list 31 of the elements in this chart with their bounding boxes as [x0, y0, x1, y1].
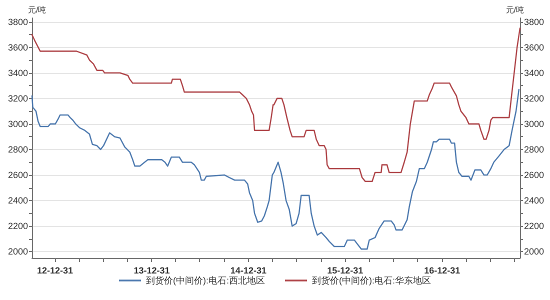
y2-tick-label: 3000 [524, 118, 544, 129]
y2-tick-label: 2400 [524, 196, 544, 206]
y-tick-label: 2200 [8, 221, 28, 232]
y2-tick-label: 2200 [524, 221, 544, 232]
line-series [31, 28, 521, 182]
y2-tick-label: 3800 [524, 16, 544, 27]
y2-tick-label: 2000 [524, 246, 544, 257]
x-tick-label: 15-12-31 [327, 266, 364, 276]
y-tick-label: 2800 [8, 144, 28, 154]
y2-tick-label: 3600 [524, 42, 544, 52]
x-tick-label: 16-12-31 [424, 266, 460, 276]
y2-tick-label: 2600 [524, 170, 544, 180]
y2-tick-label: 3200 [524, 93, 544, 104]
y2-tick-label: 3400 [524, 68, 544, 78]
y-tick-label: 2400 [8, 196, 28, 206]
y-tick-label: 2000 [8, 246, 28, 257]
y2-axis-title: 元/吨 [506, 6, 524, 14]
y-tick-label: 3800 [8, 16, 28, 27]
x-tick-label: 12-12-31 [37, 266, 74, 276]
legend-label: 到货价(中间价):电石:西北地区 [146, 276, 266, 286]
x-tick-label: 14-12-31 [230, 266, 266, 276]
y-tick-label: 2600 [8, 170, 28, 180]
y2-tick-label: 2800 [524, 144, 544, 154]
x-tick-label: 13-12-31 [134, 266, 170, 276]
y-tick-label: 3000 [8, 118, 28, 129]
y-tick-label: 3600 [8, 42, 28, 52]
y-axis-title: 元/吨 [28, 6, 46, 14]
line-series [31, 88, 520, 250]
legend-label: 到货价(中间价):电石:华东地区 [312, 276, 431, 286]
y-tick-label: 3400 [8, 68, 28, 78]
y-tick-label: 3200 [8, 93, 28, 104]
